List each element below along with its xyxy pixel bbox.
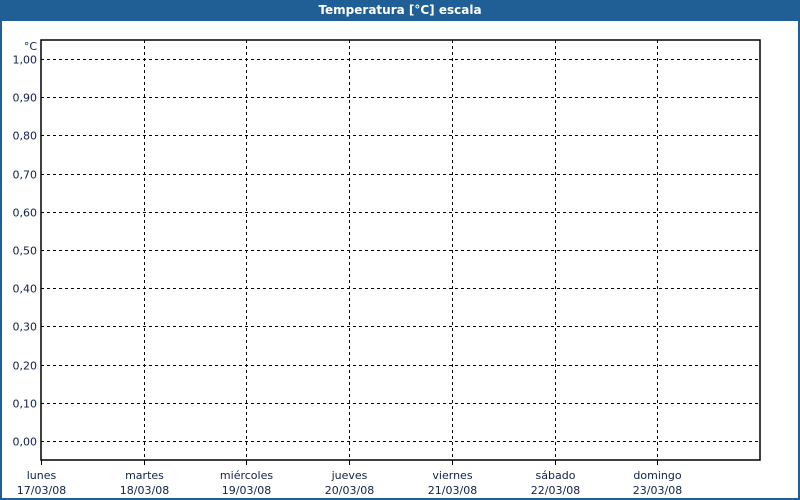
y-tick-label: 0,90 [13,92,38,105]
y-tick-label: 0,00 [13,436,38,449]
y-tick-label: 0,80 [13,130,38,143]
x-tick-day: martes [125,469,164,482]
window-title: Temperatura [°C] escala [0,0,800,21]
x-tick-day: miércoles [220,469,273,482]
x-tick-day: lunes [27,469,57,482]
x-tick-date: 17/03/08 [17,484,66,497]
y-tick-label: 0,70 [13,169,38,182]
y-tick-label: 0,20 [13,360,38,373]
y-tick-label: 0,60 [13,207,38,220]
y-tick-label: 0,40 [13,283,38,296]
x-tick-day: viernes [432,469,472,482]
x-tick-date: 21/03/08 [428,484,477,497]
plot-area [40,39,761,461]
x-tick-day: domingo [633,469,681,482]
y-axis-unit: °C [24,40,38,53]
x-tick-day: jueves [331,469,368,482]
y-tick-label: 0,30 [13,321,38,334]
x-tick-date: 19/03/08 [222,484,271,497]
y-tick-label: 1,00 [13,54,38,67]
x-tick-date: 23/03/08 [633,484,682,497]
y-tick-label: 0,50 [13,245,38,258]
x-tick-date: 22/03/08 [531,484,580,497]
x-tick-day: sábado [536,469,576,482]
y-tick-label: 0,10 [13,398,38,411]
x-tick-date: 20/03/08 [325,484,374,497]
x-tick-date: 18/03/08 [120,484,169,497]
